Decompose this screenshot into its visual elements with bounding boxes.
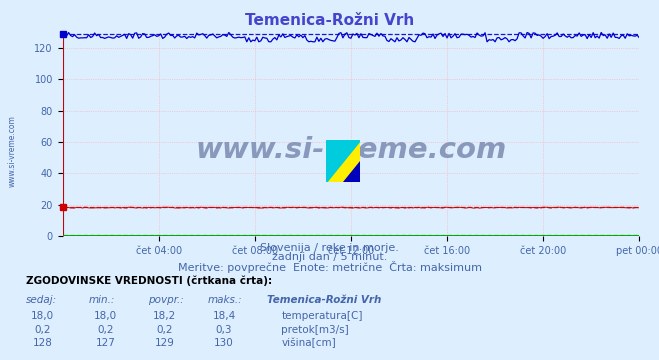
Text: Meritve: povprečne  Enote: metrične  Črta: maksimum: Meritve: povprečne Enote: metrične Črta:… [177, 261, 482, 273]
Text: min.:: min.: [89, 295, 115, 305]
Text: zadnji dan / 5 minut.: zadnji dan / 5 minut. [272, 252, 387, 262]
Text: Temenica-Rožni Vrh: Temenica-Rožni Vrh [267, 295, 382, 305]
Text: temperatura[C]: temperatura[C] [281, 311, 363, 321]
Text: www.si-vreme.com: www.si-vreme.com [195, 136, 507, 165]
Text: ZGODOVINSKE VREDNOSTI (črtkana črta):: ZGODOVINSKE VREDNOSTI (črtkana črta): [26, 275, 272, 286]
Text: maks.:: maks.: [208, 295, 243, 305]
Text: 129: 129 [155, 338, 175, 348]
Text: 18,4: 18,4 [212, 311, 236, 321]
Text: sedaj:: sedaj: [26, 295, 57, 305]
Text: 127: 127 [96, 338, 115, 348]
Text: Slovenija / reke in morje.: Slovenija / reke in morje. [260, 243, 399, 253]
Text: www.si-vreme.com: www.si-vreme.com [8, 115, 17, 187]
Text: Temenica-Rožni Vrh: Temenica-Rožni Vrh [245, 13, 414, 28]
Text: 18,2: 18,2 [153, 311, 177, 321]
Text: 130: 130 [214, 338, 234, 348]
Text: 0,2: 0,2 [156, 325, 173, 335]
Polygon shape [343, 161, 360, 182]
Polygon shape [326, 140, 360, 182]
Text: višina[cm]: višina[cm] [281, 338, 336, 348]
Text: pretok[m3/s]: pretok[m3/s] [281, 325, 349, 335]
Text: 0,2: 0,2 [34, 325, 51, 335]
Text: 128: 128 [33, 338, 53, 348]
Text: 18,0: 18,0 [31, 311, 55, 321]
Text: 0,2: 0,2 [97, 325, 114, 335]
Polygon shape [326, 140, 360, 182]
Text: 18,0: 18,0 [94, 311, 117, 321]
Text: povpr.:: povpr.: [148, 295, 184, 305]
Text: 0,3: 0,3 [215, 325, 233, 335]
